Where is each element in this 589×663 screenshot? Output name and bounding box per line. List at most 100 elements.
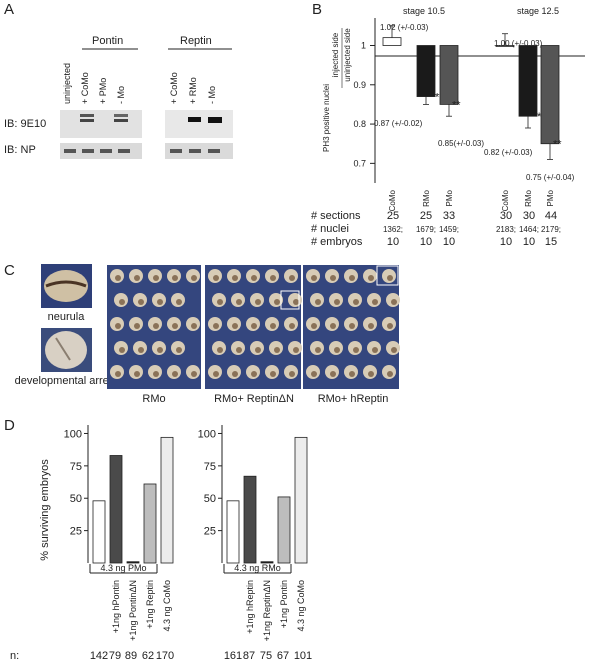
survival-bar	[294, 436, 308, 564]
photo-label: RMo+ ReptinΔN	[214, 393, 294, 405]
blot-band	[189, 149, 201, 153]
table-cell: 2183;	[496, 225, 516, 234]
bracket-label: 4.3 ng RMo	[234, 563, 281, 573]
significance-marker: **	[553, 139, 562, 151]
bar-ph3-pmo	[540, 45, 560, 145]
panel-d-survival-chart: % surviving embryos 25 50 75 100 142 +1ng hPo…	[10, 425, 312, 662]
y-axis-ratio-top: injected side	[331, 32, 340, 77]
table-cell: 25	[420, 210, 432, 222]
survival-bar	[92, 500, 106, 564]
embryo-pigment	[311, 323, 317, 329]
embryo-pigment	[251, 275, 257, 281]
embryo-pigment	[232, 323, 238, 329]
blot-band	[100, 149, 112, 153]
embryo-pigment	[311, 275, 317, 281]
embryo-pigment	[293, 347, 299, 353]
embryo-pigment	[387, 323, 393, 329]
neurula-embryo	[44, 270, 88, 302]
n-value: 87	[243, 650, 255, 662]
table-cell: 10	[420, 236, 432, 248]
table-cell: 1362;	[383, 225, 403, 234]
embryo-pigment	[270, 323, 276, 329]
category-label: 4.3 ng CoMo	[296, 580, 306, 632]
y-tick-label: 50	[70, 493, 82, 505]
lane-label: + RMo	[188, 77, 198, 104]
table-cell: 15	[545, 236, 557, 248]
table-cell: 10	[500, 236, 512, 248]
survival-bar	[143, 483, 157, 564]
blot-band	[170, 149, 182, 153]
bracket-label: 4.3 ng PMo	[100, 563, 146, 573]
embryo-pigment	[330, 371, 336, 377]
blot-strip-pontin-9e10	[60, 110, 142, 138]
embryo-pigment	[172, 371, 178, 377]
embryo-pigment	[289, 323, 295, 329]
y-tick-label: 75	[204, 461, 216, 473]
y-tick-label: 0.8	[353, 119, 366, 129]
panel-a-western-blot: Pontin Reptin uninjected + CoMo + PMo - …	[4, 35, 233, 159]
embryo-pigment	[387, 371, 393, 377]
embryo-pigment	[251, 323, 257, 329]
n-label: n:	[10, 650, 19, 662]
embryo-pigment	[334, 347, 340, 353]
embryo-pigment	[270, 371, 276, 377]
embryo-pigment	[134, 323, 140, 329]
embryo-pigment	[349, 371, 355, 377]
y-tick-label: 100	[64, 428, 82, 440]
bar-ph3-rmo	[416, 45, 436, 97]
y-axis-title: PH3 positive nuclei	[322, 84, 331, 152]
n-value: 89	[125, 650, 137, 662]
n-value: 170	[156, 650, 174, 662]
table-row-label: # nuclei	[311, 223, 349, 235]
blot-band	[64, 149, 76, 153]
table-row-label: # embryos	[311, 236, 363, 248]
panel-letter-d: D	[4, 417, 15, 434]
survival-bar	[243, 475, 257, 564]
bar-ph3-rmo	[518, 45, 538, 117]
table-row-label: # sections	[311, 210, 361, 222]
blot-band	[208, 117, 222, 123]
embryo-pigment	[353, 347, 359, 353]
n-value: 142	[90, 650, 108, 662]
y-tick-label: 25	[204, 526, 216, 538]
bar-value-label: 1.02 (+/-0.03)	[380, 23, 429, 32]
embryo-pigment	[368, 275, 374, 281]
embryo-pigment	[251, 371, 257, 377]
category-label: PMo	[546, 189, 555, 206]
highlight-box	[280, 290, 300, 310]
table-cell: 25	[387, 210, 399, 222]
category-label: RMo	[422, 189, 431, 206]
table-cell: 10	[443, 236, 455, 248]
table-cell: 2179;	[541, 225, 561, 234]
embryo-pigment	[372, 347, 378, 353]
blot-band	[80, 114, 94, 117]
bar-ph3-pmo	[439, 45, 459, 105]
category-label: PMo	[445, 189, 454, 206]
embryo-pigment	[138, 347, 144, 353]
panel-letter-c: C	[4, 262, 15, 279]
embryo-pigment	[311, 371, 317, 377]
neurula-label: neurula	[48, 311, 86, 323]
bar-value-label: 0.82 (+/-0.03)	[484, 148, 533, 157]
embryo-pigment	[134, 371, 140, 377]
panel-letter-a: A	[4, 1, 14, 18]
blot-band	[80, 119, 94, 122]
category-label: +1ng ReptinΔN	[262, 580, 272, 641]
category-label: RMo	[524, 189, 533, 206]
category-label: +1ng Reptin	[145, 580, 155, 629]
n-value: 161	[224, 650, 242, 662]
embryo-pigment	[315, 299, 321, 305]
panel-letter-b: B	[312, 1, 322, 18]
embryo-pigment	[387, 275, 393, 281]
n-value: 101	[294, 650, 312, 662]
table-cell: 10	[523, 236, 535, 248]
y-tick-label: 75	[70, 461, 82, 473]
n-value: 75	[260, 650, 272, 662]
embryo-pigment	[138, 299, 144, 305]
embryo-pigment	[289, 275, 295, 281]
embryo-pigment	[172, 275, 178, 281]
embryo-pigment	[217, 347, 223, 353]
embryo-pigment	[334, 299, 340, 305]
arrest-mark	[55, 337, 71, 361]
